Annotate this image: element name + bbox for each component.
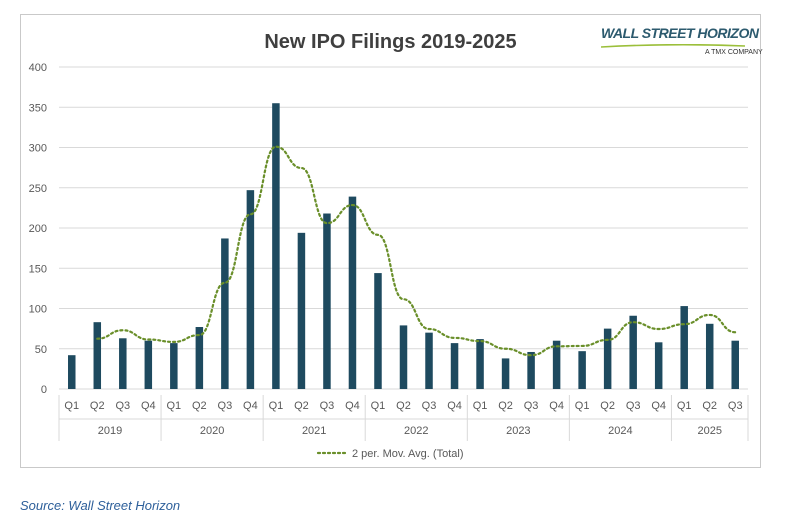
y-tick-label: 200 <box>29 223 47 235</box>
logo-swoosh-icon <box>601 44 745 48</box>
x-tick-label: Q3 <box>115 400 130 412</box>
bar <box>68 355 76 389</box>
bar <box>654 342 663 389</box>
bar <box>705 323 714 389</box>
bar <box>603 328 612 389</box>
chart-title: New IPO Filings 2019-2025 <box>264 31 517 53</box>
bar <box>144 340 153 389</box>
x-tick-label: Q4 <box>345 400 360 412</box>
bar <box>629 315 637 389</box>
bar <box>246 190 255 389</box>
bar <box>119 338 127 389</box>
chart-frame: New IPO Filings 2019-2025 WALL STREET HO… <box>20 14 763 468</box>
x-tick-label: Q2 <box>702 400 717 412</box>
bar <box>578 351 586 389</box>
bar <box>348 196 357 389</box>
bar <box>170 343 178 389</box>
x-tick-label: Q3 <box>422 400 437 412</box>
moving-average-line <box>96 145 737 357</box>
bar <box>272 103 280 389</box>
x-tick-label: Q4 <box>651 400 666 412</box>
x-tick-label: Q3 <box>728 400 743 412</box>
x-tick-label: Q3 <box>626 400 641 412</box>
x-tick-label: Q1 <box>371 400 386 412</box>
x-tick-label: Q4 <box>549 400 564 412</box>
x-tick-label: Q3 <box>320 400 335 412</box>
y-tick-label: 350 <box>29 102 47 114</box>
bar <box>552 340 561 389</box>
bar <box>450 343 459 389</box>
bar <box>374 273 382 389</box>
x-tick-label: Q2 <box>90 400 105 412</box>
year-group-label: 2025 <box>697 425 721 437</box>
bar <box>399 325 408 389</box>
year-group-label: 2020 <box>200 425 224 437</box>
year-group-label: 2023 <box>506 425 530 437</box>
x-tick-label: Q4 <box>141 400 156 412</box>
y-tick-label: 50 <box>35 344 47 356</box>
x-tick-label: Q4 <box>243 400 258 412</box>
bar <box>323 213 331 389</box>
year-group-label: 2024 <box>608 425 632 437</box>
logo-tagline: A TMX COMPANY <box>705 49 763 56</box>
x-tick-label: Q2 <box>294 400 309 412</box>
x-tick-label: Q2 <box>396 400 411 412</box>
y-tick-label: 0 <box>41 384 47 396</box>
wall-street-horizon-logo: WALL STREET HORIZON A TMX COMPANY <box>601 25 763 75</box>
x-tick-label: Q2 <box>600 400 615 412</box>
year-group-label: 2019 <box>98 425 122 437</box>
legend-label: 2 per. Mov. Avg. (Total) <box>352 448 463 460</box>
bar <box>501 358 510 389</box>
y-tick-label: 150 <box>29 263 47 275</box>
bar <box>195 327 204 389</box>
bar <box>425 332 433 389</box>
bar <box>93 322 102 389</box>
x-tick-label: Q1 <box>473 400 488 412</box>
x-tick-label: Q3 <box>524 400 539 412</box>
y-tick-label: 400 <box>29 62 47 74</box>
source-note: Source: Wall Street Horizon <box>20 498 181 513</box>
x-tick-label: Q1 <box>166 400 181 412</box>
bar <box>527 351 535 389</box>
x-tick-label: Q2 <box>192 400 207 412</box>
ipo-filings-chart: 0 50 100 150 200 250 300 350 400 Q1 Q2 Q3 Q4 Q1 Q2 Q3 Q4… <box>29 62 749 460</box>
x-tick-label: Q1 <box>575 400 590 412</box>
bar <box>476 339 484 389</box>
bar <box>731 340 739 389</box>
y-tick-label: 250 <box>29 183 47 195</box>
year-group-label: 2021 <box>302 425 326 437</box>
x-tick-label: Q1 <box>269 400 284 412</box>
x-tick-label: Q1 <box>64 400 79 412</box>
x-tick-label: Q2 <box>498 400 513 412</box>
bar <box>297 232 306 389</box>
x-tick-label: Q4 <box>447 400 462 412</box>
logo-wordmark: WALL STREET HORIZON <box>601 25 759 41</box>
y-tick-label: 100 <box>29 304 47 316</box>
x-tick-label: Q1 <box>677 400 692 412</box>
year-group-label: 2022 <box>404 425 428 437</box>
x-tick-label: Q3 <box>218 400 233 412</box>
y-tick-label: 300 <box>29 143 47 155</box>
bar <box>680 306 688 389</box>
bar <box>221 238 229 389</box>
